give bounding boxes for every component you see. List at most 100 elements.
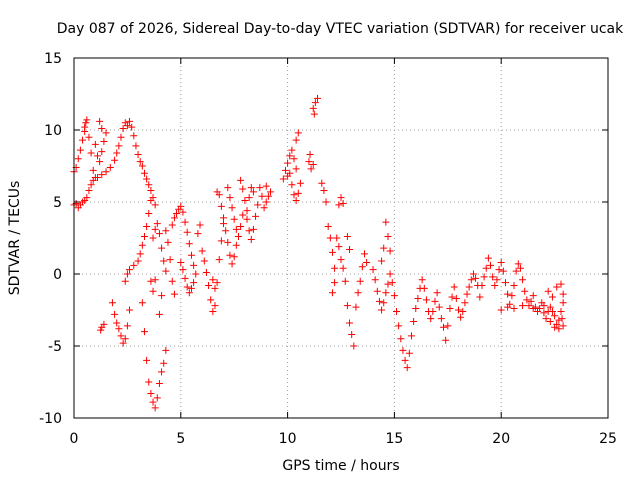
data-point [510, 282, 518, 290]
data-point [222, 227, 230, 235]
data-point [469, 270, 477, 278]
data-point [501, 279, 509, 287]
data-point [183, 228, 191, 236]
data-point [143, 222, 151, 230]
data-point [198, 247, 206, 255]
data-point [117, 133, 125, 141]
data-point [243, 207, 251, 215]
plot-frame [73, 57, 609, 419]
data-point [147, 197, 155, 205]
data-point [102, 129, 110, 137]
y-tick-label: 5 [53, 195, 62, 211]
data-point [149, 234, 157, 242]
data-point [108, 299, 116, 307]
data-point [309, 161, 317, 169]
data-point [555, 316, 563, 324]
data-point [211, 302, 219, 310]
data-point [241, 197, 249, 205]
data-point [187, 251, 195, 259]
data-point [331, 279, 339, 287]
data-point [79, 136, 87, 144]
data-point [320, 186, 328, 194]
data-point [258, 192, 266, 200]
data-point [373, 287, 381, 295]
data-point [380, 299, 388, 307]
data-point [555, 325, 563, 333]
data-point [457, 313, 465, 321]
data-point [87, 181, 95, 189]
data-point [523, 296, 531, 304]
data-point [149, 398, 157, 406]
data-point [123, 322, 131, 330]
data-point [399, 346, 407, 354]
data-point [461, 299, 469, 307]
data-point [89, 176, 97, 184]
data-point [179, 266, 187, 274]
data-point [288, 146, 296, 154]
data-point [326, 234, 334, 242]
data-point [138, 162, 146, 170]
data-point [478, 282, 486, 290]
data-point [96, 158, 104, 166]
data-point [224, 238, 232, 246]
data-point [512, 267, 520, 275]
data-point [106, 163, 114, 171]
data-point [262, 182, 270, 190]
data-point [155, 310, 163, 318]
data-point [281, 166, 289, 174]
data-point [305, 158, 313, 166]
data-point [102, 168, 110, 176]
data-point [497, 258, 505, 266]
data-point [117, 332, 125, 340]
data-point [254, 201, 262, 209]
data-point [559, 299, 567, 307]
data-point [382, 218, 390, 226]
data-point [140, 328, 148, 336]
data-point [514, 260, 522, 268]
data-point [386, 247, 394, 255]
data-point [164, 238, 172, 246]
data-point [472, 274, 480, 282]
data-point [508, 292, 516, 300]
data-point [328, 289, 336, 297]
data-point [418, 276, 426, 284]
data-point [209, 276, 217, 284]
data-point [410, 318, 418, 326]
data-point [427, 315, 435, 323]
data-point [226, 251, 234, 259]
data-point [290, 191, 298, 199]
data-point [74, 155, 82, 163]
data-point [371, 276, 379, 284]
data-point [324, 222, 332, 230]
data-point [183, 283, 191, 291]
data-point [363, 258, 371, 266]
data-point [448, 293, 456, 301]
data-point [429, 307, 437, 315]
data-point [220, 214, 228, 222]
data-point [386, 270, 394, 278]
data-point [232, 225, 240, 233]
data-point [249, 225, 257, 233]
data-point [286, 152, 294, 160]
data-point [145, 210, 153, 218]
data-point [194, 230, 202, 238]
data-point [170, 214, 178, 222]
data-point [497, 306, 505, 314]
data-point [215, 191, 223, 199]
data-point [158, 368, 166, 376]
data-point [207, 296, 215, 304]
data-point [407, 332, 415, 340]
data-point [98, 171, 106, 179]
data-point [401, 356, 409, 364]
x-tick-label: 15 [385, 431, 403, 447]
data-point [100, 138, 108, 146]
data-point [228, 204, 236, 212]
data-point [422, 296, 430, 304]
data-point [450, 283, 458, 291]
data-point [540, 309, 548, 317]
data-point [548, 293, 556, 301]
data-point [143, 356, 151, 364]
data-point [160, 257, 168, 265]
data-point [431, 297, 439, 305]
data-point [243, 215, 251, 223]
